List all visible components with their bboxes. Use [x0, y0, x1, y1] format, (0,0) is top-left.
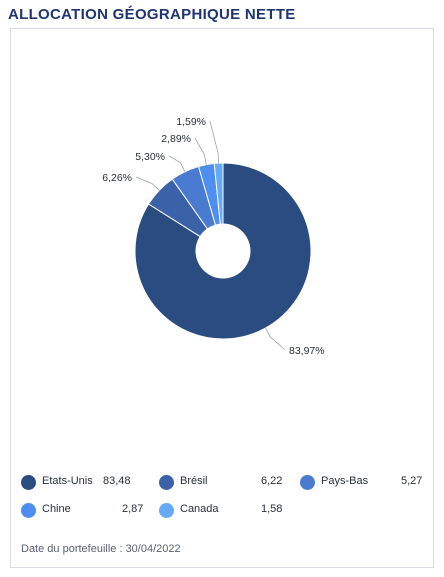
- legend-swatch: [300, 474, 315, 490]
- legend-swatch: [159, 474, 174, 490]
- leader-line: [135, 176, 160, 191]
- leader-line: [168, 155, 186, 172]
- legend-item-etats-unis: Etats-Unis 83,48: [21, 473, 131, 491]
- legend-label: Brésil: [180, 475, 208, 487]
- legend-item-chine: Chine 2,87: [21, 501, 146, 519]
- leader-line: [194, 137, 207, 165]
- legend-value: 1,58: [261, 503, 283, 515]
- legend-swatch: [21, 474, 36, 490]
- legend-value: 5,27: [401, 475, 423, 487]
- legend-label: Etats-Unis: [42, 475, 93, 487]
- legend-item-bresil: Brésil 6,22: [159, 473, 289, 491]
- data-label: 5,30%: [135, 151, 165, 163]
- legend-label: Chine: [42, 503, 71, 515]
- chart-panel: 83,97% 6,26% 5,30% 2,89% 1,59% Etats-Unis 83…: [10, 28, 434, 568]
- donut-slice-canada: [213, 162, 224, 225]
- data-label: 6,26%: [102, 172, 132, 184]
- leader-line: [209, 120, 220, 164]
- data-label: 1,59%: [176, 116, 206, 128]
- legend-value: 83,48: [103, 475, 131, 487]
- legend-label: Pays-Bas: [321, 475, 369, 487]
- donut-slice-etats-unis: [134, 162, 312, 340]
- leader-line: [265, 327, 286, 351]
- legend-label: Canada: [180, 503, 219, 515]
- chart-title: ALLOCATION GÉOGRAPHIQUE NETTE: [8, 6, 296, 23]
- legend-swatch: [159, 502, 174, 518]
- legend-item-pays-bas: Pays-Bas 5,27: [300, 473, 425, 491]
- legend-value: 6,22: [261, 475, 283, 487]
- legend-item-canada: Canada 1,58: [159, 501, 289, 519]
- portfolio-date-label: Date du portefeuille : 30/04/2022: [21, 543, 181, 555]
- legend-value: 2,87: [122, 503, 144, 515]
- portfolio-date: Date du portefeuille : 30/04/2022: [21, 543, 181, 555]
- data-label: 2,89%: [161, 133, 191, 145]
- donut-chart: 83,97% 6,26%5,30% 2,89% 1,59%: [102, 116, 325, 357]
- legend-swatch: [21, 502, 36, 518]
- data-label: 83,97%: [289, 345, 325, 357]
